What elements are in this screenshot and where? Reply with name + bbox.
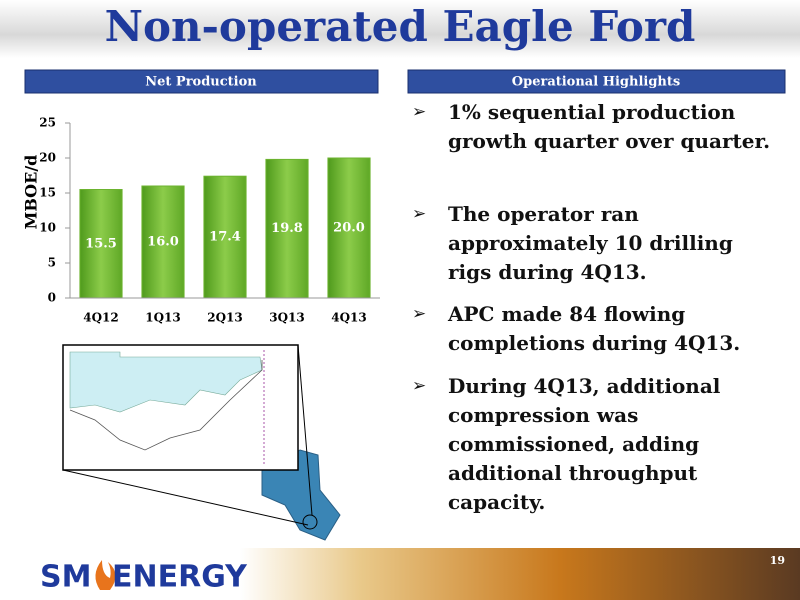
bar <box>79 189 123 299</box>
bullet-text: APC made 84 flowing completions during 4… <box>448 302 741 355</box>
texas-shape <box>261 449 341 541</box>
map-area <box>69 351 263 413</box>
bar <box>327 157 371 299</box>
bullet-arrow: ➢ <box>412 204 427 224</box>
bullet-text: 1% sequential production growth quarter … <box>448 100 771 153</box>
bullet: ➢ APC made 84 flowing completions during … <box>412 300 782 358</box>
x-tick-label: 2Q13 <box>207 311 243 325</box>
title-band <box>0 0 800 58</box>
map <box>62 344 341 541</box>
bullet-text: The operator ran approximately 10 drilli… <box>448 202 733 284</box>
y-tick-label: 15 <box>39 186 56 200</box>
bullet-text: During 4Q13, additional compression was … <box>448 374 721 514</box>
map-border <box>69 360 263 451</box>
slide-title: Non-operated Eagle Ford <box>105 2 696 51</box>
page-number: 19 <box>770 554 785 567</box>
logo-left: SM <box>40 560 91 595</box>
x-tick-label: 4Q13 <box>331 311 367 325</box>
panel-title: Operational Highlights <box>512 75 680 90</box>
x-tick-label: 3Q13 <box>269 311 305 325</box>
footer-band <box>0 548 800 600</box>
y-tick-label: 5 <box>48 256 56 270</box>
y-tick-label: 20 <box>39 151 56 165</box>
y-axis-label: MBOE/d <box>22 155 41 230</box>
panel-header <box>24 69 379 94</box>
bullet-arrow: ➢ <box>412 304 427 324</box>
callout-circle <box>302 514 318 530</box>
bar <box>265 158 309 299</box>
value-label: 15.5 <box>85 236 117 251</box>
bar <box>141 185 185 299</box>
y-tick-label: 0 <box>48 291 56 305</box>
y-tick-label: 25 <box>39 116 56 130</box>
panel-header <box>407 69 786 94</box>
callout-line <box>297 344 313 516</box>
x-tick-label: 1Q13 <box>145 311 181 325</box>
value-label: 17.4 <box>209 230 241 245</box>
logo-flame <box>95 560 116 590</box>
bullet: ➢ During 4Q13, additional compression was… <box>412 372 782 517</box>
bullet-arrow: ➢ <box>412 376 427 396</box>
y-tick-label: 10 <box>39 221 56 235</box>
bullet: ➢ 1% sequential production growth quarter… <box>412 98 782 156</box>
chart-title: Net Production <box>145 75 257 90</box>
bullet-arrow: ➢ <box>412 102 427 122</box>
callout-line <box>62 469 309 526</box>
value-label: 20.0 <box>333 221 365 236</box>
logo-right: ENERGY <box>112 560 248 595</box>
bar <box>203 175 247 299</box>
bullet: ➢ The operator ran approximately 10 drill… <box>412 200 782 287</box>
value-label: 16.0 <box>147 235 179 250</box>
x-tick-label: 4Q12 <box>83 311 119 325</box>
value-label: 19.8 <box>271 221 303 236</box>
